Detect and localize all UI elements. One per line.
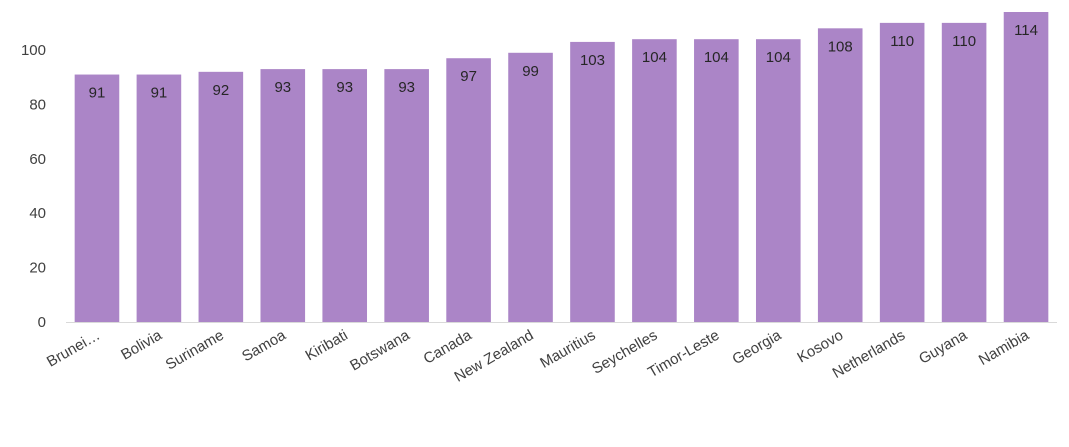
bar [879,22,925,322]
bar [632,39,677,322]
y-tick-label: 60 [29,151,46,168]
bar [755,39,801,322]
bars [74,12,1049,323]
bar [694,39,739,322]
x-tick-label: Kiribati [303,327,351,365]
bar [198,71,244,323]
y-axis: 0 20 40 60 80 100 [21,42,46,331]
y-tick-label: 80 [29,96,46,113]
data-label: 93 [274,79,291,96]
bar [446,58,491,323]
data-label: 104 [766,49,791,66]
bar [508,52,553,322]
x-tick-label: Suriname [163,327,227,374]
bar [74,74,120,323]
bar [384,69,429,323]
data-label: 110 [890,33,914,50]
x-tick-label: Kosovo [794,327,846,367]
x-tick-label: Guyana [916,326,971,367]
x-tick-label: Brunei… [44,327,103,371]
data-label: 104 [642,49,667,66]
data-label: 99 [522,63,539,80]
bar [1003,12,1049,322]
bar [941,22,987,322]
bar [136,74,182,323]
bar [260,69,306,323]
data-label: 110 [952,33,976,50]
data-label: 93 [398,79,415,96]
data-label: 108 [828,38,853,55]
bar [322,69,368,323]
bar [570,41,615,322]
y-tick-label: 20 [29,260,46,277]
data-label: 91 [89,85,106,102]
bar [817,28,863,322]
x-tick-label: Bolivia [118,326,165,363]
data-label: 97 [460,68,477,85]
y-tick-label: 40 [29,205,46,222]
x-tick-label: Samoa [239,326,289,365]
x-tick-label: Georgia [730,326,785,368]
y-tick-label: 100 [21,42,46,59]
y-tick-label: 0 [38,314,46,331]
x-tick-label: Botswana [347,326,413,374]
data-label: 93 [336,79,353,96]
data-label: 91 [151,85,168,102]
data-label: 114 [1014,22,1038,39]
data-label: 104 [704,49,729,66]
x-tick-label: Namibia [976,326,1033,369]
data-label: 92 [213,82,230,99]
data-labels: 91 91 92 93 93 93 97 99 103 104 104 104 108 110 110 114 [89,22,1038,102]
data-label: 103 [580,52,605,69]
